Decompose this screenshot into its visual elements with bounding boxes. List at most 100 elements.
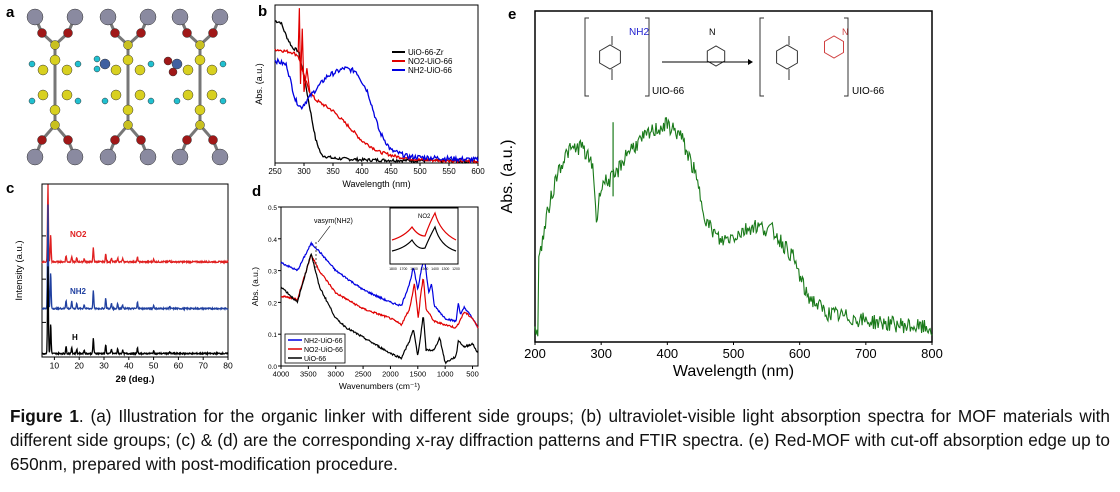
x-tick-label: 50 xyxy=(149,361,159,371)
series-line-NO2-UiO-66 xyxy=(274,48,479,165)
carbon-atom xyxy=(194,54,206,66)
hydrogen-atom xyxy=(28,60,36,68)
y-tick-label: 0.1 xyxy=(268,332,277,339)
inset-black-line xyxy=(391,225,457,252)
x-axis-label: Wavelength (nm) xyxy=(342,179,410,189)
inset-tick-label: 1700 xyxy=(400,267,408,271)
y-tick-label: 0.2 xyxy=(268,300,277,307)
x-tick-label: 4000 xyxy=(273,370,290,379)
x-tick-label: 300 xyxy=(590,346,612,361)
carbon-atom xyxy=(37,64,49,76)
carbon-atom xyxy=(49,54,61,66)
carbon-atom xyxy=(195,120,205,130)
plot-frame xyxy=(41,183,229,358)
carbon-atom xyxy=(61,89,73,101)
carbon-atom xyxy=(50,40,60,50)
x-tick-label: 1500 xyxy=(409,370,426,379)
x-tick-label: 20 xyxy=(74,361,84,371)
carbon-atom xyxy=(134,89,146,101)
oxygen-atom xyxy=(110,28,120,38)
x-tick-label: 600 xyxy=(789,346,811,361)
series-line-UiO-66 xyxy=(280,252,479,365)
carbon-atom xyxy=(61,64,73,76)
x-tick-label: 400 xyxy=(656,346,678,361)
scheme-right-label: UIO-66 xyxy=(852,86,885,97)
series-label: NH2 xyxy=(70,287,87,296)
plot-frame xyxy=(534,10,933,343)
nitrogen-atom xyxy=(99,58,111,70)
inset-red-line xyxy=(391,211,457,241)
carbon-atom xyxy=(206,64,218,76)
oxygen-atom xyxy=(182,135,192,145)
series-label: NO2 xyxy=(70,230,87,239)
oxygen-atom xyxy=(37,135,47,145)
series-label: H xyxy=(72,333,78,342)
panel-c-xrd-chart: c 10 20 30 40 50 60 70 80 2θ (deg.) Intensity (a.… xyxy=(6,180,233,385)
zr-atom xyxy=(171,8,189,26)
x-tick-label: 500 xyxy=(723,346,745,361)
inset-tick-label: 1800 xyxy=(389,267,397,271)
oxygen-atom xyxy=(168,67,178,77)
panel-a-label: a xyxy=(6,4,15,21)
series-line-NO2 xyxy=(41,184,229,265)
x-axis-label: 2θ (deg.) xyxy=(116,374,155,385)
x-tick-label: 500 xyxy=(413,167,427,176)
panel-e-redmof-chart: e UIO-66 UIO-66 NH2 N N 200 300 400 500 600 7… xyxy=(499,6,943,380)
inset-tick-label: 1500 xyxy=(421,267,429,271)
oxygen-atom xyxy=(63,28,73,38)
plot-frame xyxy=(274,4,479,164)
x-tick-label: 40 xyxy=(124,361,134,371)
panel-e-label: e xyxy=(508,6,516,23)
legend-label: UiO-66-Zr xyxy=(408,48,444,57)
carbon-atom xyxy=(110,64,122,76)
annotation-arrow xyxy=(317,225,331,243)
x-tick-label: 70 xyxy=(198,361,208,371)
oxygen-atom xyxy=(208,28,218,38)
zr-atom xyxy=(211,8,229,26)
zr-atom xyxy=(139,8,157,26)
caption-text: . (a) Illustration for the organic linke… xyxy=(10,406,1110,474)
hydrogen-atom xyxy=(147,97,155,105)
hydrogen-atom xyxy=(219,60,227,68)
carbon-atom xyxy=(50,120,60,130)
legend-label: UiO-66 xyxy=(304,356,326,363)
inset-tick-label: 1200 xyxy=(452,267,460,271)
legend-label: NO2-UiO-66 xyxy=(304,347,343,354)
x-tick-label: 3500 xyxy=(300,370,317,379)
carbon-atom xyxy=(123,120,133,130)
y-tick-label: 0.5 xyxy=(268,205,277,212)
carbon-atom xyxy=(206,89,218,101)
scheme-reagent-n: N xyxy=(709,27,716,37)
x-tick-label: 200 xyxy=(524,346,546,361)
panel-b-uvvis-chart: b 250 300 350 400 450 500 550 600 Wavelength (nm… xyxy=(254,3,485,189)
x-tick-label: 350 xyxy=(326,167,340,176)
series-line-NH2 xyxy=(41,204,229,312)
x-tick-label: 600 xyxy=(471,167,485,176)
hydrogen-atom xyxy=(219,97,227,105)
hydrogen-atom xyxy=(173,97,181,105)
inset-label: NO2 xyxy=(418,214,431,220)
nitrogen-atom xyxy=(171,58,183,70)
carbon-atom xyxy=(49,104,61,116)
carbon-atom xyxy=(194,104,206,116)
inset-tick-label: 1300 xyxy=(442,267,450,271)
azo-aryl-ring xyxy=(824,35,844,59)
scheme-product-n: N xyxy=(842,27,849,37)
oxygen-atom xyxy=(136,28,146,38)
zr-atom xyxy=(139,148,157,166)
y-axis-label: Intensity (a.u.) xyxy=(14,240,25,300)
hydrogen-atom xyxy=(93,65,101,73)
legend-label: NH2-UiO-66 xyxy=(304,338,343,345)
scheme-amine-label: NH2 xyxy=(629,27,649,38)
zr-atom xyxy=(211,148,229,166)
x-tick-label: 2000 xyxy=(382,370,399,379)
reaction-scheme: UIO-66 UIO-66 NH2 N N xyxy=(629,27,885,97)
inset-tick-label: 1400 xyxy=(431,267,439,271)
zr-atom xyxy=(66,148,84,166)
oxygen-atom xyxy=(37,28,47,38)
y-axis-label: Abs. (a.u.) xyxy=(250,267,260,306)
carbon-atom xyxy=(122,104,134,116)
oxygen-atom xyxy=(136,135,146,145)
y-tick-label: 0.4 xyxy=(268,237,277,244)
hydrogen-atom xyxy=(74,60,82,68)
